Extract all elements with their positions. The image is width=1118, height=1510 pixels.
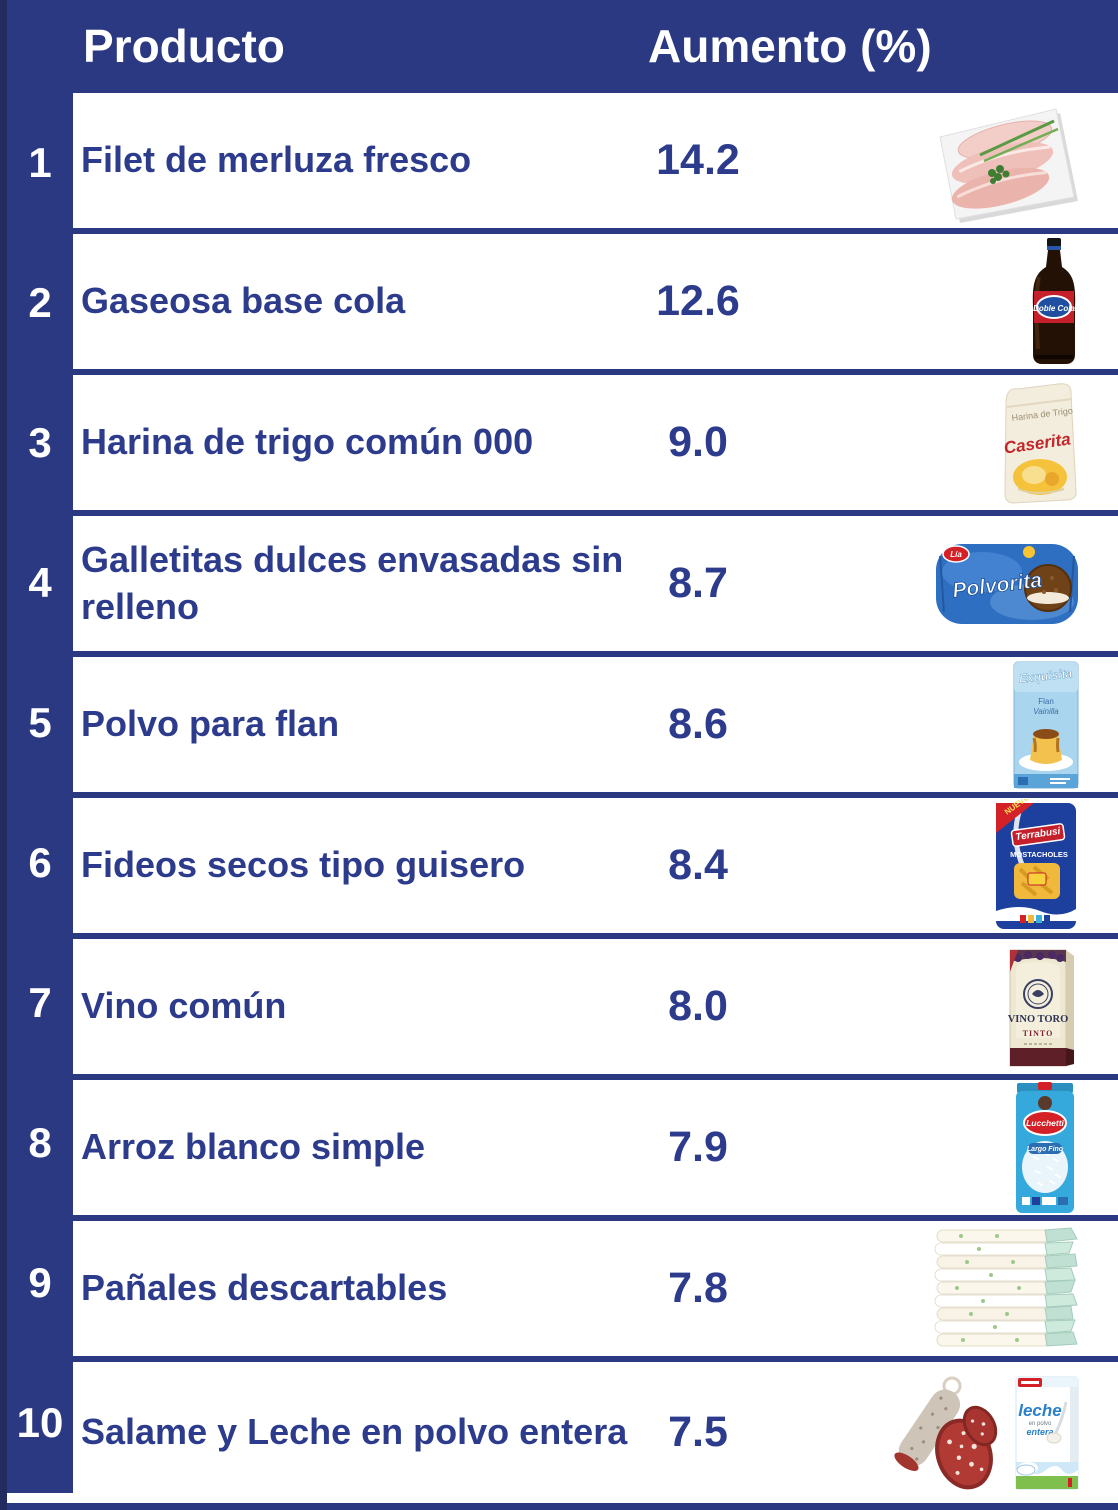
increase-value: 7.8 — [668, 1264, 728, 1312]
flan-brand-text: Exquisita — [1018, 666, 1073, 686]
increase-value: 7.5 — [668, 1408, 728, 1456]
product-name: Harina de trigo común 000 — [81, 421, 534, 463]
table-row: Arroz blanco simple 7.9 Lucchetti Largo … — [73, 1080, 1118, 1221]
product-image-cell: Lía Polvorita — [748, 536, 1118, 632]
diapers-stack-image — [934, 1226, 1078, 1347]
table-body: Filet de merluza fresco 14.2 — [73, 93, 1118, 1503]
bottom-border — [7, 1503, 1118, 1510]
flan-box-image: Exquisita Flan Vainilla — [1013, 661, 1079, 788]
fish-fillet-image — [939, 107, 1078, 223]
increase-value: 12.6 — [656, 277, 740, 325]
product-name: Galletitas dulces envasadas sin relleno — [81, 539, 624, 627]
rank-number: 8 — [28, 1119, 52, 1166]
product-image-cell: Doble Cola — [748, 237, 1118, 367]
product-image-cell — [748, 97, 1118, 225]
increase-value: 9.0 — [668, 418, 728, 466]
milk-brand-text: leche — [1018, 1401, 1061, 1420]
wine-carton-image: VINO TORO TINTO — [1008, 949, 1074, 1066]
table-row: Vino común 8.0 VINO TORO TINTO — [73, 939, 1118, 1080]
increase-value: 8.7 — [668, 559, 728, 607]
product-name: Pañales descartables — [81, 1267, 448, 1309]
rice-type-text: Largo Fino — [1027, 1146, 1064, 1153]
product-name: Filet de merluza fresco — [81, 139, 472, 181]
table-row: Fideos secos tipo guisero 8.4 NUEVOS Ter… — [73, 798, 1118, 939]
wine-brand-text: VINO TORO — [1008, 1014, 1069, 1025]
product-image-cell: NUEVOS Terrabusi MOSTACHOLES — [748, 799, 1118, 933]
increase-value: 8.4 — [668, 841, 728, 889]
cola-brand-text: Doble Cola — [1033, 304, 1075, 313]
salami-image — [894, 1376, 998, 1489]
table-row: Filet de merluza fresco 14.2 — [73, 93, 1118, 234]
increase-value: 8.6 — [668, 700, 728, 748]
rank-number: 5 — [28, 699, 52, 746]
milk-powder-box-image: leche en polvo entera — [1015, 1376, 1079, 1489]
product-image-cell: Exquisita Flan Vainilla — [748, 660, 1118, 790]
pasta-shape-text: MOSTACHOLES — [1010, 850, 1068, 859]
rice-brand-text: Lucchetti — [1026, 1118, 1064, 1128]
rank-sidebar: 1 2 3 4 5 6 7 8 9 10 — [7, 0, 73, 1493]
rank-number: 7 — [28, 979, 52, 1026]
svg-text:en polvo: en polvo — [1029, 1421, 1052, 1427]
increase-value: 7.9 — [668, 1123, 728, 1171]
cookies-pack-image: Lía Polvorita — [936, 543, 1078, 624]
product-image-cell: Lucchetti Largo Fino — [748, 1081, 1118, 1215]
rank-number: 3 — [28, 419, 52, 466]
table-row: Gaseosa base cola 12.6 Doble Cola — [73, 234, 1118, 375]
flour-bag-image: Harina de Trigo Caserita — [1003, 382, 1077, 504]
product-name: Vino común — [81, 985, 287, 1027]
product-name: Polvo para flan — [81, 703, 340, 745]
increase-value: 8.0 — [668, 982, 728, 1030]
table-row: Galletitas dulces envasadas sin relleno … — [73, 516, 1118, 657]
table-row: Polvo para flan 8.6 Exquisita Flan Vaini… — [73, 657, 1118, 798]
table-row: Pañales descartables 7.8 — [73, 1221, 1118, 1362]
cookies-maker-text: Lía — [950, 550, 962, 559]
rank-number: 9 — [28, 1259, 52, 1306]
product-name: Fideos secos tipo guisero — [81, 844, 526, 886]
rank-number: 2 — [28, 279, 52, 326]
product-image-cell: VINO TORO TINTO — [748, 942, 1118, 1072]
product-name: Salame y Leche en polvo entera — [81, 1411, 628, 1453]
product-image-cell: leche en polvo entera — [748, 1370, 1118, 1496]
rank-number: 6 — [28, 839, 52, 886]
column-header-producto: Producto — [83, 20, 285, 72]
table-header: Producto Aumento (%) — [7, 0, 1118, 93]
product-name: Arroz blanco simple — [81, 1126, 426, 1168]
rice-bag-image: Lucchetti Largo Fino — [1016, 1081, 1074, 1213]
milk-variant-text: entera — [1026, 1427, 1053, 1437]
column-header-aumento: Aumento (%) — [648, 20, 932, 72]
pasta-bag-image: NUEVOS Terrabusi MOSTACHOLES — [996, 799, 1076, 929]
left-edge-border — [0, 0, 7, 1510]
product-name: Gaseosa base cola — [81, 280, 406, 322]
wine-variant-text: TINTO — [1023, 1029, 1054, 1038]
rank-number: 4 — [28, 559, 52, 606]
svg-text:Vainilla: Vainilla — [1033, 707, 1059, 716]
cola-bottle-image: Doble Cola — [1032, 237, 1075, 364]
rank-number: 10 — [16, 1399, 64, 1446]
increase-value: 14.2 — [656, 136, 740, 184]
svg-text:Flan: Flan — [1038, 697, 1054, 706]
rank-number: 1 — [28, 139, 52, 186]
table-row: Harina de trigo común 000 9.0 Harina de … — [73, 375, 1118, 516]
table-row: Salame y Leche en polvo entera 7.5 — [73, 1362, 1118, 1503]
product-image-cell — [748, 1226, 1118, 1352]
product-image-cell: Harina de Trigo Caserita — [748, 381, 1118, 505]
